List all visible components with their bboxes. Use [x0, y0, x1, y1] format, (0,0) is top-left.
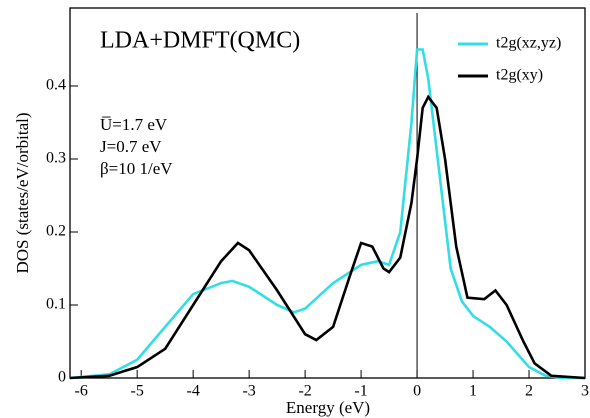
y-tick-label: 0.4: [46, 77, 66, 94]
x-tick-label: 2: [525, 383, 533, 400]
chart-annotation: β=10 1/eV: [100, 159, 173, 178]
y-tick-label: 0.2: [46, 223, 66, 240]
x-axis-label: Energy (eV): [286, 398, 370, 417]
y-axis-label: DOS (states/eV/orbital): [13, 113, 32, 274]
x-tick-label: -3: [242, 383, 255, 400]
x-tick-label: 0: [413, 383, 421, 400]
x-tick-label: -2: [298, 383, 311, 400]
y-tick-label: 0.3: [46, 150, 66, 167]
series-line: [69, 48, 585, 380]
x-tick-label: 3: [581, 383, 589, 400]
legend-label: t2g(xz,yz): [496, 35, 561, 52]
x-tick-label: -6: [75, 383, 88, 400]
legend-label: t2g(xy): [496, 67, 543, 84]
y-tick-label: 0.1: [46, 296, 66, 313]
x-tick-label: -4: [186, 383, 199, 400]
plot-frame: [69, 7, 586, 379]
x-tick-label: 1: [469, 383, 477, 400]
x-tick-label: -5: [131, 383, 144, 400]
series-line: [69, 94, 586, 380]
chart-annotation: LDA+DMFT(QMC): [100, 28, 300, 54]
y-tick-label: 0: [58, 369, 66, 386]
x-tick-label: -1: [354, 383, 367, 400]
chart-annotation: J=0.7 eV: [100, 137, 162, 156]
chart-annotation: U̅=1.7 eV: [100, 115, 168, 134]
